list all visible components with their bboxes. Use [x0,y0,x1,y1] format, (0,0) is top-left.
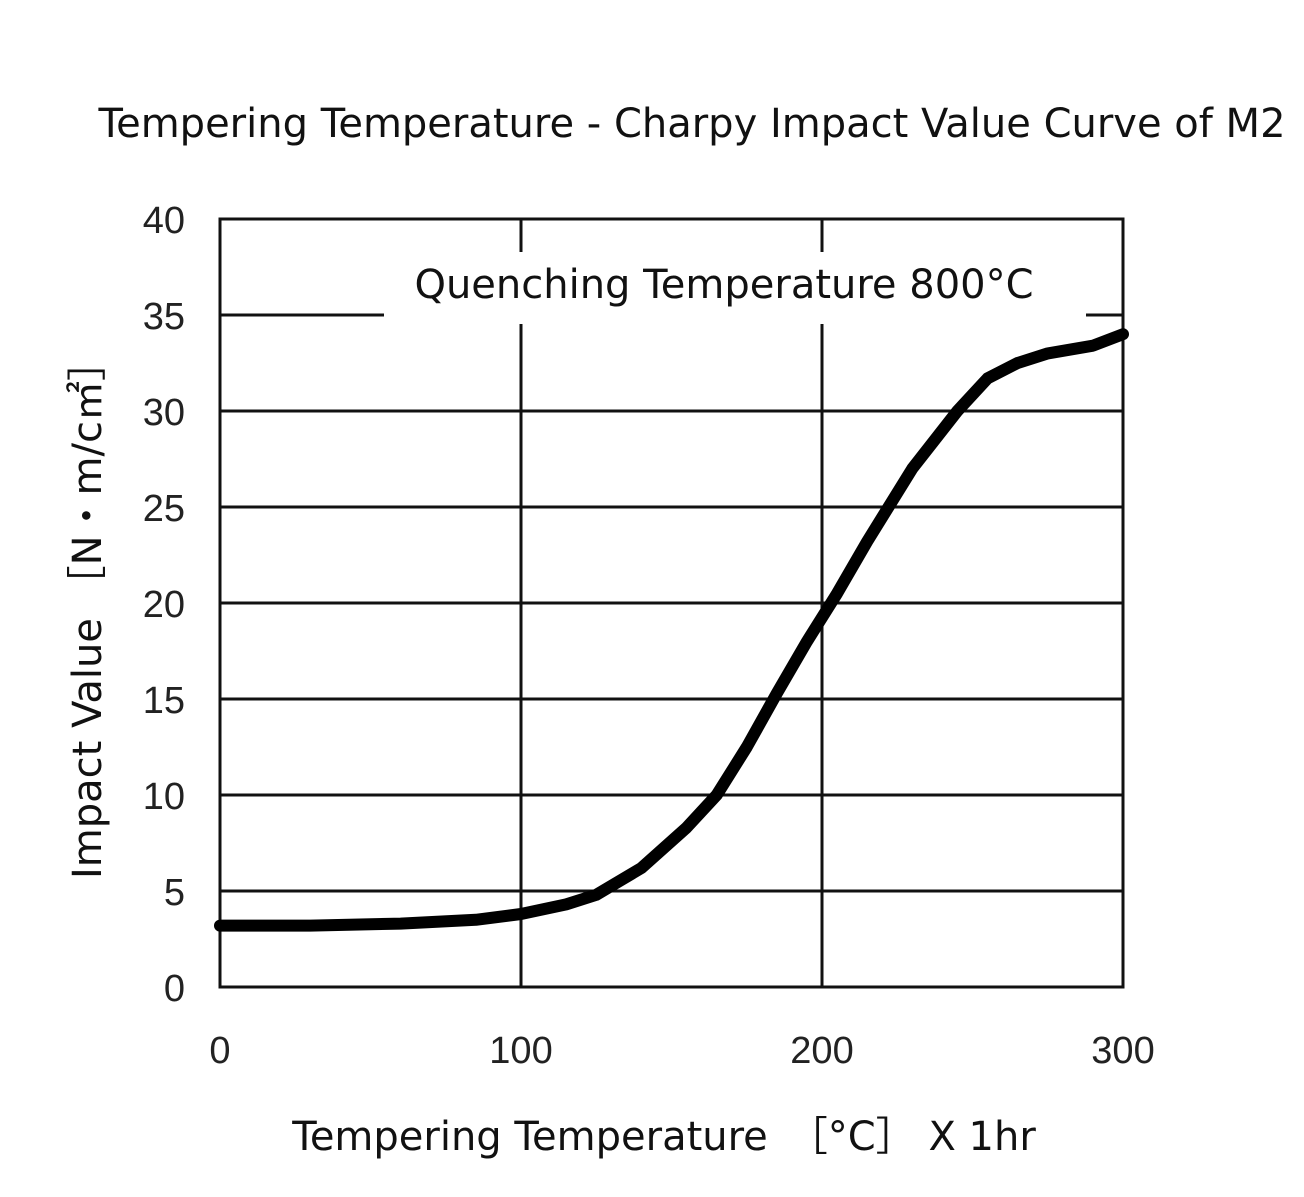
y-tick-label: 30 [143,392,185,434]
plot-frame [218,217,1125,989]
y-axis-label: Impact Value ［N・m/c㎡］ [65,341,111,879]
x-tick-label: 300 [1091,1030,1154,1072]
series-line [214,328,1129,932]
x-axis-label: Tempering Temperature ［°C］ X 1hr [291,1114,1036,1160]
grid-lines [220,219,1123,987]
annotation-backdrop [384,252,1086,324]
chart-title: Tempering Temperature - Charpy Impact Va… [97,101,1285,147]
annotation-label: Quenching Temperature 800°C [414,262,1033,308]
y-tick-label: 10 [143,776,185,818]
y-tick-label: 5 [164,872,185,914]
y-tick-label: 20 [143,584,185,626]
y-tick-labels: 0 5 10 15 20 25 30 35 40 [143,200,185,1010]
x-tick-labels: 0 100 200 300 [209,1030,1154,1072]
x-tick-label: 100 [489,1030,552,1072]
x-tick-label: 200 [790,1030,853,1072]
x-tick-label: 0 [209,1030,230,1072]
y-tick-label: 35 [143,296,185,338]
y-tick-label: 15 [143,680,185,722]
series-group [214,328,1129,932]
y-tick-label: 0 [164,968,185,1010]
y-tick-label: 40 [143,200,185,242]
y-tick-label: 25 [143,488,185,530]
